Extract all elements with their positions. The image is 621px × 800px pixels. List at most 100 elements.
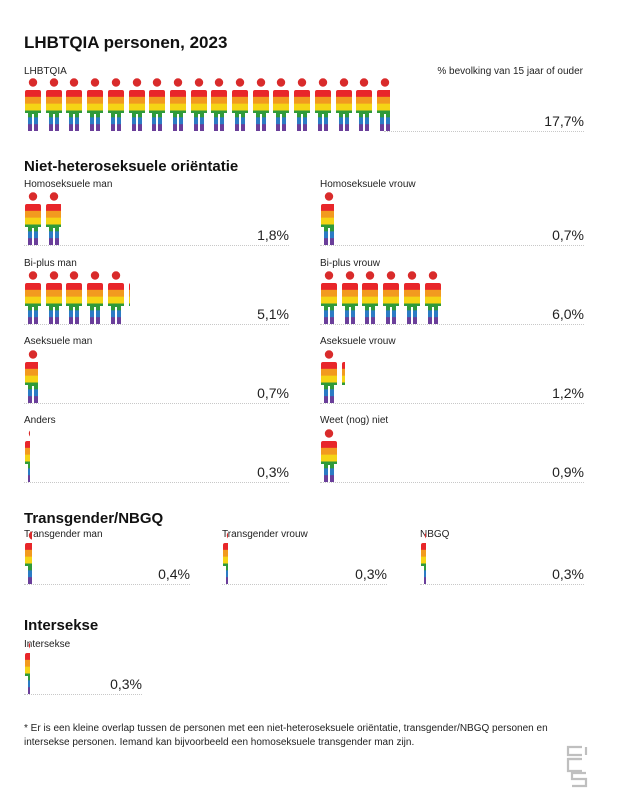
pictogram-row [320, 271, 444, 335]
data-label: 0,3% [257, 464, 289, 480]
person-rainbow-icon [361, 271, 379, 335]
person-rainbow-icon [86, 78, 104, 142]
data-label: 1,2% [552, 385, 584, 401]
data-label: 0,3% [552, 566, 584, 582]
person-rainbow-icon [320, 350, 338, 414]
data-label: 0,3% [355, 566, 387, 582]
person-rainbow-icon [355, 78, 373, 142]
baseline [320, 403, 584, 404]
baseline [384, 131, 584, 132]
baseline [24, 324, 289, 325]
panel-label: Anders [24, 415, 56, 426]
data-label: 17,7% [544, 113, 584, 129]
person-rainbow-icon [341, 271, 359, 335]
pictogram-row [24, 641, 31, 705]
person-rainbow-icon [24, 429, 31, 493]
panel-label: Transgender vrouw [222, 529, 308, 540]
baseline [24, 245, 289, 246]
person-rainbow-icon [24, 192, 42, 256]
pictogram-row [320, 192, 335, 256]
data-label: 0,7% [257, 385, 289, 401]
section-title-intersex: Intersekse [24, 617, 99, 634]
person-rainbow-icon [424, 271, 442, 335]
panel-label: LHBTQIA [24, 66, 67, 77]
person-rainbow-icon [376, 78, 391, 142]
data-label: 5,1% [257, 306, 289, 322]
person-rainbow-icon [45, 192, 62, 256]
panel-label: Aseksuele vrouw [320, 336, 396, 347]
person-rainbow-icon [403, 271, 421, 335]
person-rainbow-icon [320, 429, 338, 493]
pictogram-row [24, 350, 39, 414]
footnote: * Er is een kleine overlap tussen de per… [24, 723, 548, 748]
pictogram-row [24, 429, 31, 493]
pictogram-row [420, 531, 427, 595]
person-rainbow-icon [65, 271, 83, 335]
person-rainbow-icon [24, 350, 39, 414]
person-rainbow-icon [128, 271, 130, 335]
data-label: 0,3% [110, 676, 142, 692]
person-rainbow-icon [107, 78, 125, 142]
chart-title: LHBTQIA personen, 2023 [24, 33, 228, 52]
person-rainbow-icon [314, 78, 332, 142]
baseline [320, 245, 584, 246]
panel-label: Aseksuele man [24, 336, 93, 347]
person-rainbow-icon [320, 192, 335, 256]
person-rainbow-icon [210, 78, 228, 142]
person-rainbow-icon [45, 78, 63, 142]
person-rainbow-icon [24, 531, 33, 595]
panel-label: NBGQ [420, 529, 450, 540]
panel-label: Bi-plus man [24, 258, 77, 269]
person-rainbow-icon [148, 78, 166, 142]
person-rainbow-icon [252, 78, 270, 142]
person-rainbow-icon [65, 78, 83, 142]
panel-label: Intersekse [24, 639, 71, 650]
pictogram-row [24, 271, 130, 335]
person-rainbow-icon [86, 271, 104, 335]
person-rainbow-icon [420, 531, 427, 595]
person-rainbow-icon [382, 271, 400, 335]
unit-note: % bevolking van 15 jaar of ouder [437, 66, 583, 77]
panel-label: Bi-plus vrouw [320, 258, 381, 269]
section-title-transgender: Transgender/NBGQ [24, 510, 164, 527]
pictogram-row [222, 531, 229, 595]
person-rainbow-icon [222, 531, 229, 595]
person-rainbow-icon [107, 271, 125, 335]
person-rainbow-icon [335, 78, 353, 142]
person-rainbow-icon [24, 271, 42, 335]
person-rainbow-icon [24, 78, 42, 142]
baseline [24, 403, 289, 404]
baseline [420, 584, 584, 585]
data-label: 0,4% [158, 566, 190, 582]
baseline [320, 482, 584, 483]
person-rainbow-icon [190, 78, 208, 142]
baseline [320, 324, 584, 325]
person-rainbow-icon [24, 641, 31, 705]
cbs-logo-icon [566, 745, 588, 788]
data-label: 0,7% [552, 227, 584, 243]
panel-label: Homoseksuele man [24, 179, 113, 190]
panel-label: Weet (nog) niet [320, 415, 389, 426]
person-rainbow-icon [231, 78, 249, 142]
pictogram-row [24, 78, 391, 142]
person-rainbow-icon [169, 78, 187, 142]
data-label: 0,9% [552, 464, 584, 480]
baseline [24, 694, 142, 695]
baseline [24, 584, 190, 585]
person-rainbow-icon [45, 271, 63, 335]
data-label: 6,0% [552, 306, 584, 322]
baseline [24, 482, 289, 483]
panel-label: Homoseksuele vrouw [320, 179, 416, 190]
person-rainbow-icon [272, 78, 290, 142]
pictogram-row [320, 350, 345, 414]
pictogram-row [24, 531, 33, 595]
section-title-orientation: Niet-heteroseksuele oriëntatie [24, 158, 239, 175]
panel-label: Transgender man [24, 529, 103, 540]
pictogram-row [320, 429, 339, 493]
pictogram-row [24, 192, 62, 256]
person-rainbow-icon [293, 78, 311, 142]
person-rainbow-icon [320, 271, 338, 335]
data-label: 1,8% [257, 227, 289, 243]
baseline [222, 584, 387, 585]
person-rainbow-icon [128, 78, 146, 142]
